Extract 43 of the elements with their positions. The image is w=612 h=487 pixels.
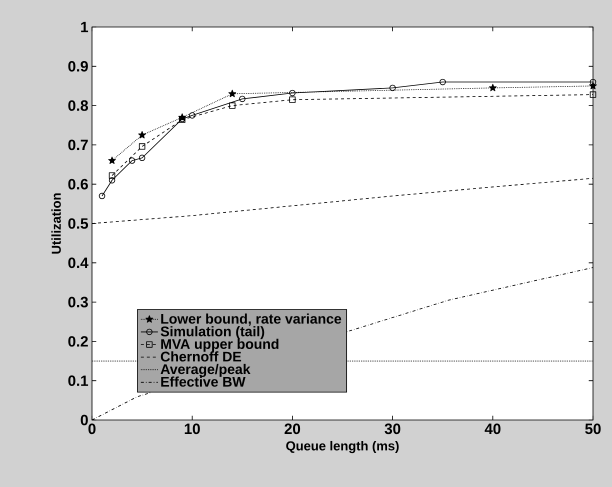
x-tick-label: 0 <box>88 424 96 434</box>
legend-label: MVA upper bound <box>161 338 278 352</box>
y-tick-label: 0.8 <box>68 100 88 111</box>
point <box>389 84 396 92</box>
point <box>138 154 146 162</box>
y-tick-label: 0.3 <box>68 296 88 308</box>
legend-label: Simulation (tail) <box>160 326 264 340</box>
y-axis-title: Utilization <box>51 193 61 254</box>
point <box>440 78 446 86</box>
x-tick-label: 40 <box>484 424 500 434</box>
point <box>289 90 296 96</box>
y-tick-label: 1 <box>81 22 88 32</box>
legend-label: Chernoff DE <box>160 351 242 362</box>
y-tick-label: 0.9 <box>68 61 88 72</box>
point <box>488 84 497 92</box>
point <box>589 82 597 90</box>
x-axis-title: Queue length (ms) <box>286 440 399 454</box>
point <box>138 131 146 138</box>
point <box>289 96 296 103</box>
point <box>228 90 236 98</box>
y-tick-label: 0.5 <box>68 218 88 229</box>
legend-label: Lower bound, rate variance <box>161 314 342 326</box>
point <box>108 172 116 179</box>
x-tick-label: 20 <box>284 424 300 434</box>
y-tick-label: 0.7 <box>68 140 88 150</box>
point <box>229 102 236 109</box>
point <box>189 112 196 119</box>
y-tick-label: 0.2 <box>68 336 88 347</box>
y-tick-label: 0.6 <box>68 178 88 190</box>
point <box>108 156 116 164</box>
point <box>108 177 116 184</box>
point <box>128 157 136 164</box>
y-tick-label: 0.1 <box>68 375 88 386</box>
legend-label: Effective BW <box>161 376 246 387</box>
x-tick-label: 30 <box>384 424 400 434</box>
point <box>239 96 246 102</box>
y-tick-label: 0.4 <box>68 258 88 268</box>
legend-label: Average/peak <box>160 364 250 377</box>
point <box>138 143 146 150</box>
x-tick-label: 50 <box>585 424 601 434</box>
y-tick-label: 0 <box>80 414 88 426</box>
point <box>590 91 596 98</box>
x-tick-label: 10 <box>184 424 200 434</box>
